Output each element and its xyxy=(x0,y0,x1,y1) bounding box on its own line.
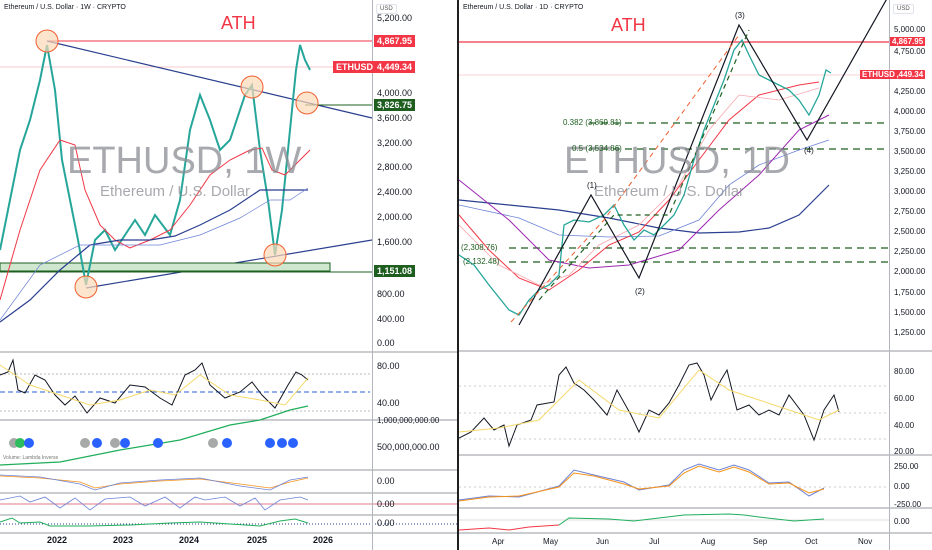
support-level-2: (2,132.48) xyxy=(463,257,500,266)
x-tick: Sep xyxy=(753,537,768,546)
price-tick: 0.00 xyxy=(377,338,395,348)
volume-tick: 1,000,000,000.00 xyxy=(377,416,440,425)
zone-price-tag: 1,151.08 xyxy=(374,265,416,277)
ath-price-tag: 4,867.95 xyxy=(890,37,926,46)
rsi-tick: 40.00 xyxy=(377,398,400,408)
x-tick: 2023 xyxy=(113,535,134,545)
trend-tick: 0.00 xyxy=(894,517,910,526)
price-tick: 1,250.00 xyxy=(894,328,926,337)
volume-caption: Volume: Lambda Inverse xyxy=(3,455,59,461)
x-tick: Apr xyxy=(492,537,505,546)
price-tick: 1,750.00 xyxy=(894,288,926,297)
rsi-tick: 20.00 xyxy=(894,447,915,456)
price-tick: 3,250.00 xyxy=(894,167,926,176)
weekly-chart-title: Ethereum / U.S. Dollar · 1W · CRYPTO xyxy=(4,4,126,11)
wave-3-label: (3) xyxy=(735,11,745,20)
rsi-tick: 40.00 xyxy=(894,421,915,430)
symbol-tag: ETHUSD xyxy=(860,70,897,79)
x-tick: Aug xyxy=(701,537,716,546)
price-tick: 5,000.00 xyxy=(894,25,926,34)
pane-divider[interactable] xyxy=(457,0,459,550)
wave-4-label: (4) xyxy=(804,146,814,155)
ath-price-tag: 4,867.95 xyxy=(374,35,416,47)
x-tick: 2026 xyxy=(313,535,334,545)
support-level-1: (2,308.76) xyxy=(461,243,498,252)
price-tick: 400.00 xyxy=(377,314,405,324)
x-tick: 2024 xyxy=(179,535,200,545)
weekly-chart-canvas[interactable] xyxy=(0,0,457,550)
price-tick: 2,750.00 xyxy=(894,207,926,216)
weekly-chart-pane[interactable]: Ethereum / U.S. Dollar · 1W · CRYPTO ATH… xyxy=(0,0,457,550)
support-price-tag: 3,826.75 xyxy=(374,99,416,111)
rsi-tick: 60.00 xyxy=(894,394,915,403)
price-tick: 3,750.00 xyxy=(894,127,926,136)
price-tick: 2,000.00 xyxy=(894,267,926,276)
fib-level-05: 0.5 (3,534.86) xyxy=(572,144,622,153)
price-tick: 3,500.00 xyxy=(894,147,926,156)
price-tick: 3,600.00 xyxy=(377,113,413,123)
x-tick: 2025 xyxy=(247,535,268,545)
rsi-tick: 80.00 xyxy=(377,361,400,371)
ath-label: ATH xyxy=(221,13,256,33)
price-tick: 800.00 xyxy=(377,289,405,299)
macd-tick: -250.00 xyxy=(894,500,922,509)
symbol-watermark: ETHUSD, 1D xyxy=(564,140,790,182)
wave-1-label: (1) xyxy=(587,181,597,190)
price-tick: 2,800.00 xyxy=(377,162,413,172)
daily-chart-canvas[interactable] xyxy=(459,0,932,550)
price-tick: 1,600.00 xyxy=(377,237,413,247)
indicator-tick: 0.00 xyxy=(377,476,395,486)
price-tick: 3,200.00 xyxy=(377,138,413,148)
price-tick: 4,750.00 xyxy=(894,47,926,56)
price-tick: 3,000.00 xyxy=(894,187,926,196)
x-tick: Nov xyxy=(858,537,873,546)
last-price-tag: 4,449.34 xyxy=(374,61,416,73)
macd-tick: 0.00 xyxy=(894,482,910,491)
rsi-tick: 80.00 xyxy=(894,367,915,376)
symbol-watermark-sub: Ethereum / U.S. Dollar xyxy=(100,183,251,200)
symbol-watermark-sub: Ethereum / U.S. Dollar xyxy=(594,183,745,200)
x-tick: Jun xyxy=(596,537,609,546)
price-tick: 2,250.00 xyxy=(894,247,926,256)
price-tick: 4,250.00 xyxy=(894,87,926,96)
currency-label: USD xyxy=(376,4,397,14)
ath-label: ATH xyxy=(611,15,646,35)
wave-2-label: (2) xyxy=(635,287,645,296)
price-tick: 2,400.00 xyxy=(377,187,413,197)
volume-tick: 500,000,000.00 xyxy=(377,442,440,452)
macd-tick: 250.00 xyxy=(894,462,919,471)
x-tick: Jul xyxy=(649,537,660,546)
symbol-watermark: ETHUSD, 1W xyxy=(67,140,302,182)
indicator-tick: 0.00 xyxy=(377,518,395,528)
x-tick: May xyxy=(543,537,559,546)
x-tick: 2022 xyxy=(47,535,68,545)
price-tick: 5,200.00 xyxy=(377,13,413,23)
price-tick: 2,000.00 xyxy=(377,212,413,222)
fib-level-0382: 0.382 (3,869.81) xyxy=(563,118,622,127)
daily-chart-pane[interactable]: Ethereum / U.S. Dollar · 1D · CRYPTO ATH… xyxy=(459,0,932,550)
indicator-tick: 0.00 xyxy=(377,499,395,509)
currency-label: USD xyxy=(893,4,914,14)
price-axis[interactable]: USD 5,000.00 4,867.95 4,750.00 4,449.34 … xyxy=(889,0,932,550)
price-tick: 4,000.00 xyxy=(894,107,926,116)
daily-chart-title: Ethereum / U.S. Dollar · 1D · CRYPTO xyxy=(463,4,584,11)
price-axis[interactable]: USD 5,200.00 4,867.95 4,449.34 4,000.00 … xyxy=(372,0,458,550)
price-tick: 2,500.00 xyxy=(894,227,926,236)
price-tick: 4,000.00 xyxy=(377,88,413,98)
symbol-tag: ETHUSD xyxy=(333,61,377,73)
price-tick: 1,500.00 xyxy=(894,308,926,317)
x-tick: Oct xyxy=(805,537,818,546)
last-price-tag: 4,449.34 xyxy=(890,70,926,79)
